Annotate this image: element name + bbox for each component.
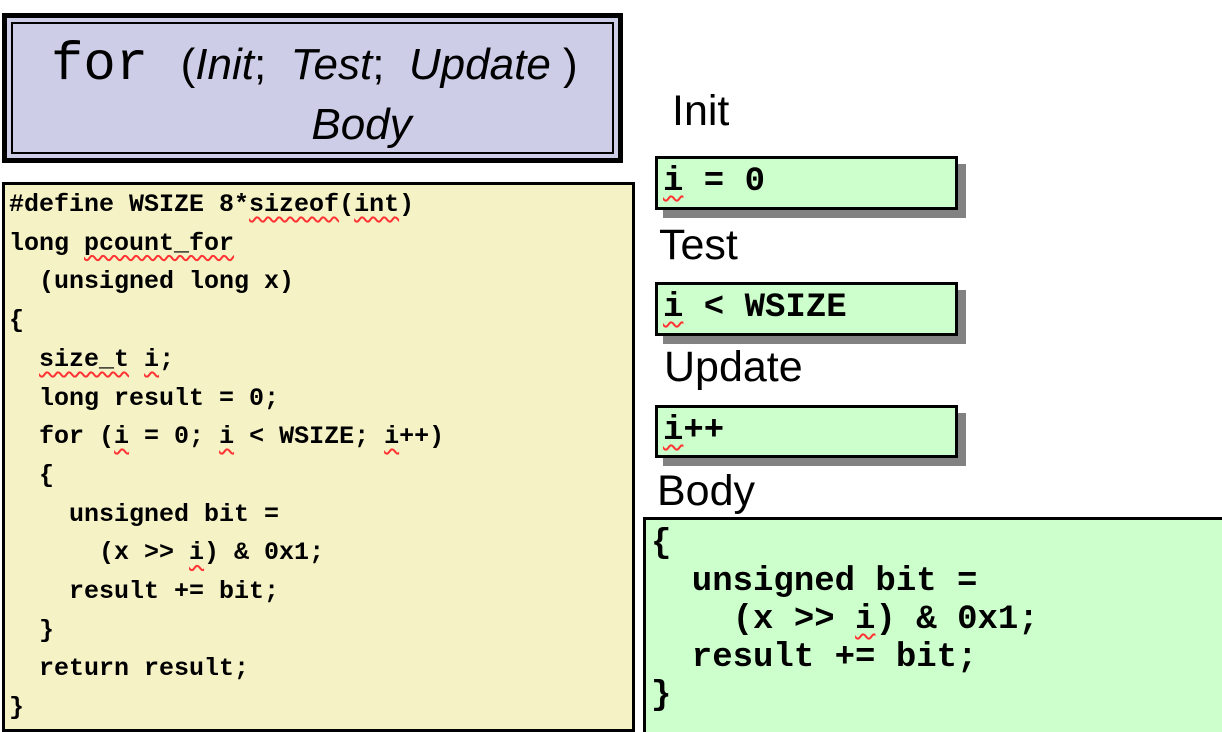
for-header-segment: Init [195,40,254,89]
for-template-box: for (Init; Test; Update ) Body [2,13,623,163]
body-code: { unsigned bit = (x >> i) & 0x1; result … [651,525,1039,715]
for-header-segment: for [51,35,181,96]
misspelled-token: i [219,422,235,452]
for-header-segment: ( [180,40,196,89]
misspelled-token: i [663,289,684,327]
body-box: { unsigned bit = (x >> i) & 0x1; result … [643,517,1222,732]
misspelled-token: i [114,422,130,452]
for-template-header: for (Init; Test; Update ) [51,26,578,118]
for-header-segment: ) [550,40,578,89]
for-template-box-inner: for (Init; Test; Update ) Body [11,22,614,154]
test-box: i < WSIZE [655,282,958,336]
misspelled-token: i [855,601,876,639]
body-label: Body [657,467,756,515]
misspelled-token: i [144,344,160,374]
for-header-segment: ; [372,40,409,89]
update-label: Update [664,343,803,391]
misspelled-token: int [354,190,400,219]
test-code: i < WSIZE [663,289,847,327]
misspelled-token: i [663,163,684,201]
init-code: i = 0 [663,163,766,201]
test-label: Test [659,221,738,269]
misspelled-token: pcount_for [84,228,235,258]
init-label: Init [672,87,730,135]
c-source-panel: #define WSIZE 8*sizeof(int) long pcount_f… [2,182,635,732]
misspelled-token: i [384,422,400,452]
for-header-segment: Update [408,40,551,89]
init-box: i = 0 [655,156,958,210]
for-header-segment: Test [290,40,373,89]
misspelled-token: size_t [39,344,130,374]
for-header-segment: ; [253,40,291,89]
misspelled-token: sizeof [249,190,340,219]
misspelled-token: i [189,538,205,568]
update-code: i++ [663,412,725,450]
for-template-body-word: Body [311,100,412,149]
c-source-code: #define WSIZE 8*sizeof(int) long pcount_f… [9,190,445,723]
update-box: i++ [655,405,958,458]
misspelled-token: i [663,412,684,450]
